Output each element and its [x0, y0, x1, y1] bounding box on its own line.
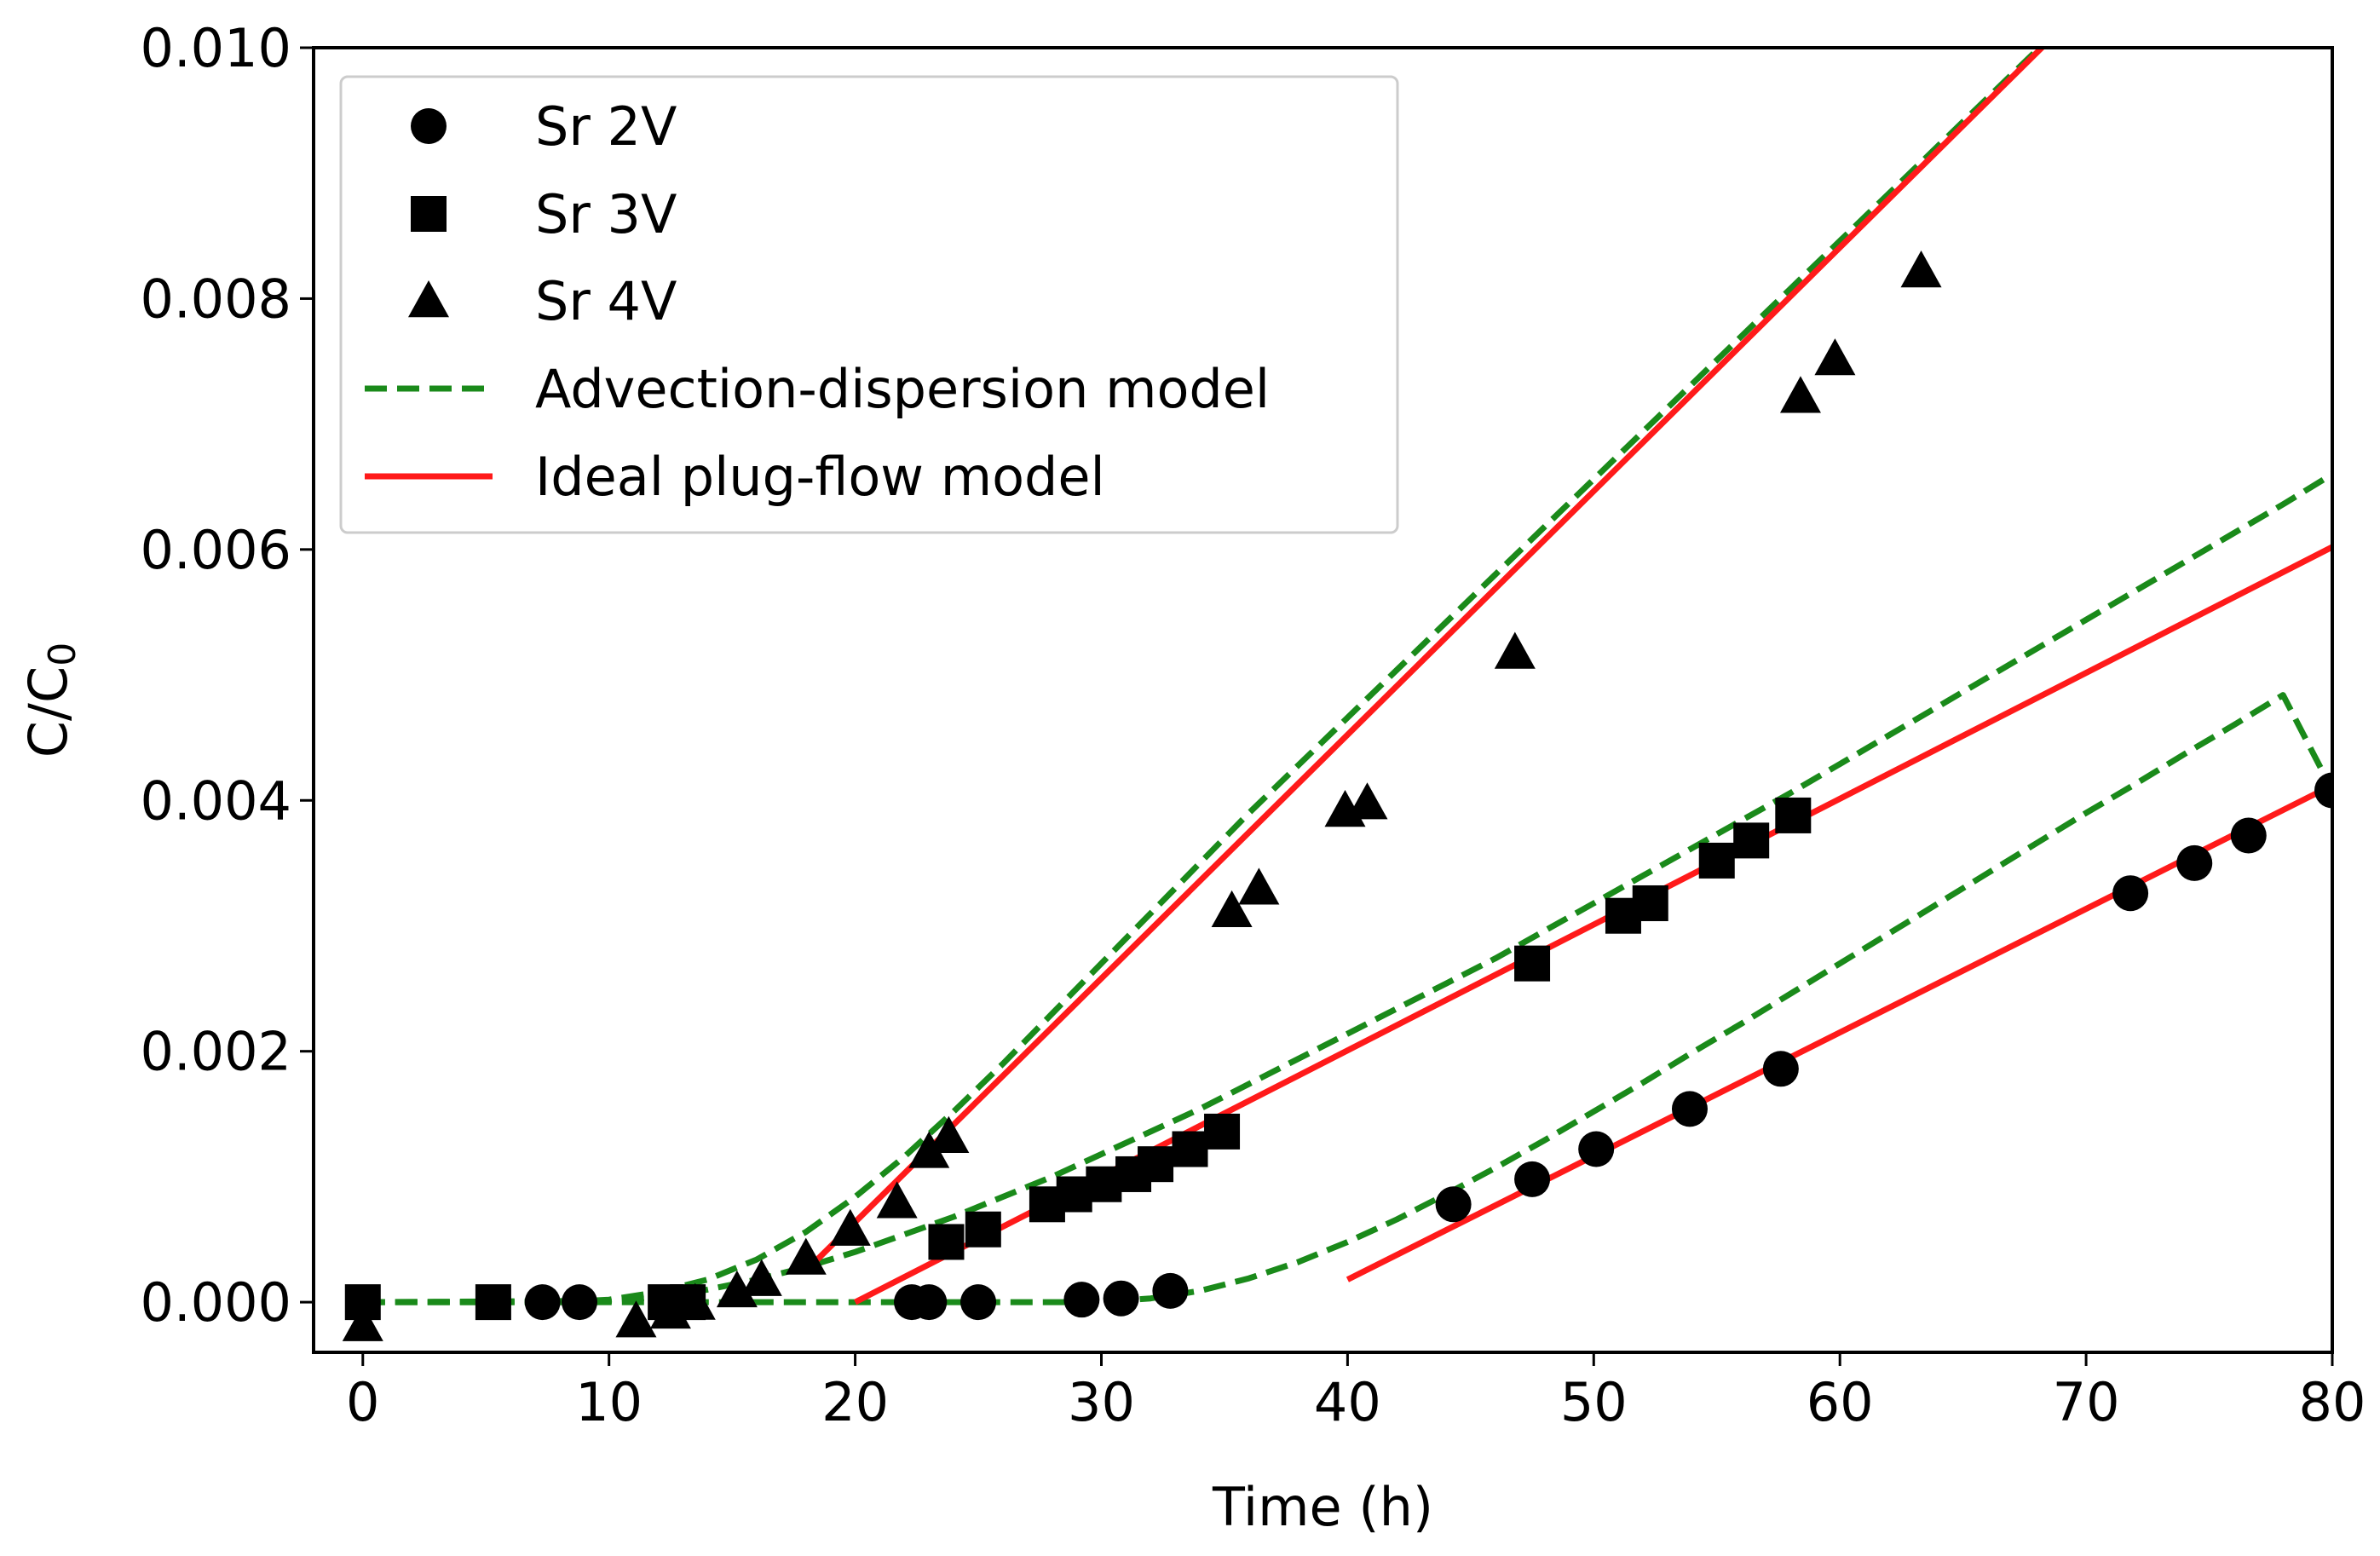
sr-4v-point: [1494, 631, 1536, 669]
y-axis-label-subscript: 0: [41, 643, 84, 666]
plot-frame: [312, 46, 2334, 1354]
x-tick-label: 20: [821, 1371, 889, 1433]
sr-4v-point: [829, 1208, 871, 1246]
sr-2v-point: [1514, 1161, 1551, 1197]
x-tick-label: 30: [1068, 1371, 1135, 1433]
legend: Sr 2V Sr 3V Sr 4V Advection-dispersion mode…: [339, 75, 1399, 534]
legend-label-advection-dispersion-model: Advection-dispersion model: [535, 358, 1270, 420]
sr-2v-point: [2230, 817, 2267, 854]
sr-2v-point: [1762, 1051, 1799, 1087]
legend-marker-sr-3v: [411, 196, 447, 232]
legend-label-ideal-plug-flow-model: Ideal plug-flow model: [535, 446, 1105, 508]
plug-flow-line: [804, 48, 2047, 1273]
plug-flow-line: [1346, 782, 2332, 1282]
sr-2v-point: [1152, 1272, 1189, 1309]
y-axis-label-main: C/C: [17, 666, 79, 758]
sr-4v-point: [1814, 338, 1856, 376]
sr-4v-point: [876, 1181, 918, 1219]
x-tick-label: 70: [2053, 1371, 2120, 1433]
sr-3v-point: [1733, 822, 1770, 859]
y-tick-label: 0.004: [141, 769, 292, 832]
sr-3v-point: [1514, 945, 1551, 982]
sr-4v-point: [674, 1282, 716, 1320]
advection-dispersion-curve: [362, 471, 2332, 1305]
sr-2v-point: [2112, 875, 2149, 912]
legend-label-sr-3v: Sr 3V: [535, 183, 677, 245]
sr-2v-point: [562, 1284, 598, 1321]
sr-3v-point: [1204, 1113, 1241, 1150]
legend-marker-sr-4v: [408, 280, 449, 318]
sr-4v-point: [615, 1300, 657, 1338]
y-tick-label: 0.006: [141, 519, 292, 581]
sr-4v-point: [908, 1131, 950, 1168]
sr-2v-point: [1578, 1131, 1615, 1167]
sr-2v-point: [1671, 1091, 1708, 1127]
y-tick-label: 0.008: [141, 268, 292, 330]
legend-marker-sr-2v: [411, 108, 447, 144]
x-tick-label: 0: [346, 1371, 379, 1433]
sr-2v-point: [2176, 844, 2213, 881]
sr-2v-point: [524, 1284, 561, 1321]
axis-ticks: 0 10 20 30 40 50 60 70 80 0.000 0.002 0.004 0.006 0.0…: [141, 17, 2366, 1433]
sr-4v-point: [785, 1237, 827, 1275]
x-tick-label: 10: [575, 1371, 643, 1433]
sr-4v-point: [1900, 251, 1942, 288]
sr-3v-point: [928, 1224, 965, 1260]
sr-2v-point: [911, 1284, 948, 1321]
sr-4v-point: [1779, 376, 1821, 413]
legend-label-sr-4v: Sr 4V: [535, 270, 677, 332]
y-tick-label: 0.000: [141, 1271, 292, 1334]
sr-4v-point: [1211, 890, 1253, 928]
x-tick-label: 80: [2299, 1371, 2366, 1433]
x-axis-label: Time (h): [1212, 1476, 1433, 1538]
data-markers: [342, 251, 2332, 1341]
sr-2v-point: [1063, 1282, 1100, 1318]
advection-dispersion-curve: [362, 692, 2332, 1305]
advection-dispersion-curve: [362, 48, 2044, 1305]
sr-4v-point: [1238, 867, 1280, 905]
x-tick-label: 60: [1807, 1371, 1874, 1433]
sr-4v-point: [741, 1259, 782, 1296]
sr-4v-point: [342, 1304, 383, 1341]
sr-3v-point: [475, 1284, 511, 1321]
sr-3v-point: [1698, 842, 1735, 879]
y-tick-label: 0.010: [141, 17, 292, 79]
sr-3v-point: [1632, 885, 1668, 921]
sr-3v-point: [1138, 1146, 1174, 1183]
legend-label-sr-2v: Sr 2V: [535, 95, 677, 158]
x-tick-label: 50: [1560, 1371, 1628, 1433]
y-axis-label: C/C0: [17, 643, 84, 758]
sr-3v-point: [965, 1211, 1001, 1248]
sr-3v-point: [1775, 797, 1812, 833]
legend-box: [339, 75, 1399, 534]
sr-2v-point: [2314, 772, 2332, 809]
sr-4v-point: [1346, 782, 1388, 820]
sr-4v-point: [716, 1270, 758, 1308]
sr-4v-point: [928, 1115, 970, 1153]
y-tick-label: 0.002: [141, 1021, 292, 1083]
x-tick-label: 40: [1314, 1371, 1381, 1433]
sr-3v-point: [1172, 1131, 1208, 1167]
sr-2v-point: [1435, 1186, 1472, 1223]
sr-2v-point: [1103, 1280, 1139, 1317]
sr-2v-point: [960, 1284, 997, 1321]
